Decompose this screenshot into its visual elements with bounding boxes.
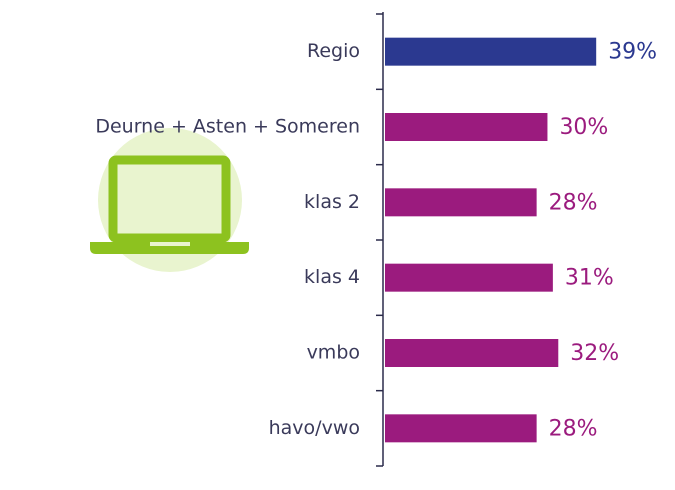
icon-screen [108,155,231,243]
bar [385,414,537,443]
value-label: 28% [549,190,598,215]
value-label: 30% [559,115,608,140]
bar [385,339,559,367]
icon-base [90,242,249,254]
bar [385,113,548,141]
value-label: 32% [570,341,619,366]
category-label: vmbo [307,342,360,364]
category-label: klas 4 [304,266,360,288]
bar [385,188,537,217]
category-label: Regio [307,40,360,62]
bar [385,37,597,66]
value-label: 28% [549,416,598,441]
category-label: Deurne + Asten + Someren [95,116,360,138]
laptop-icon [90,128,249,272]
bar [385,263,553,292]
category-label: havo/vwo [269,417,360,439]
category-label: klas 2 [304,191,360,213]
icon-notch [150,242,190,246]
value-label: 31% [565,266,614,291]
value-label: 39% [608,40,657,65]
